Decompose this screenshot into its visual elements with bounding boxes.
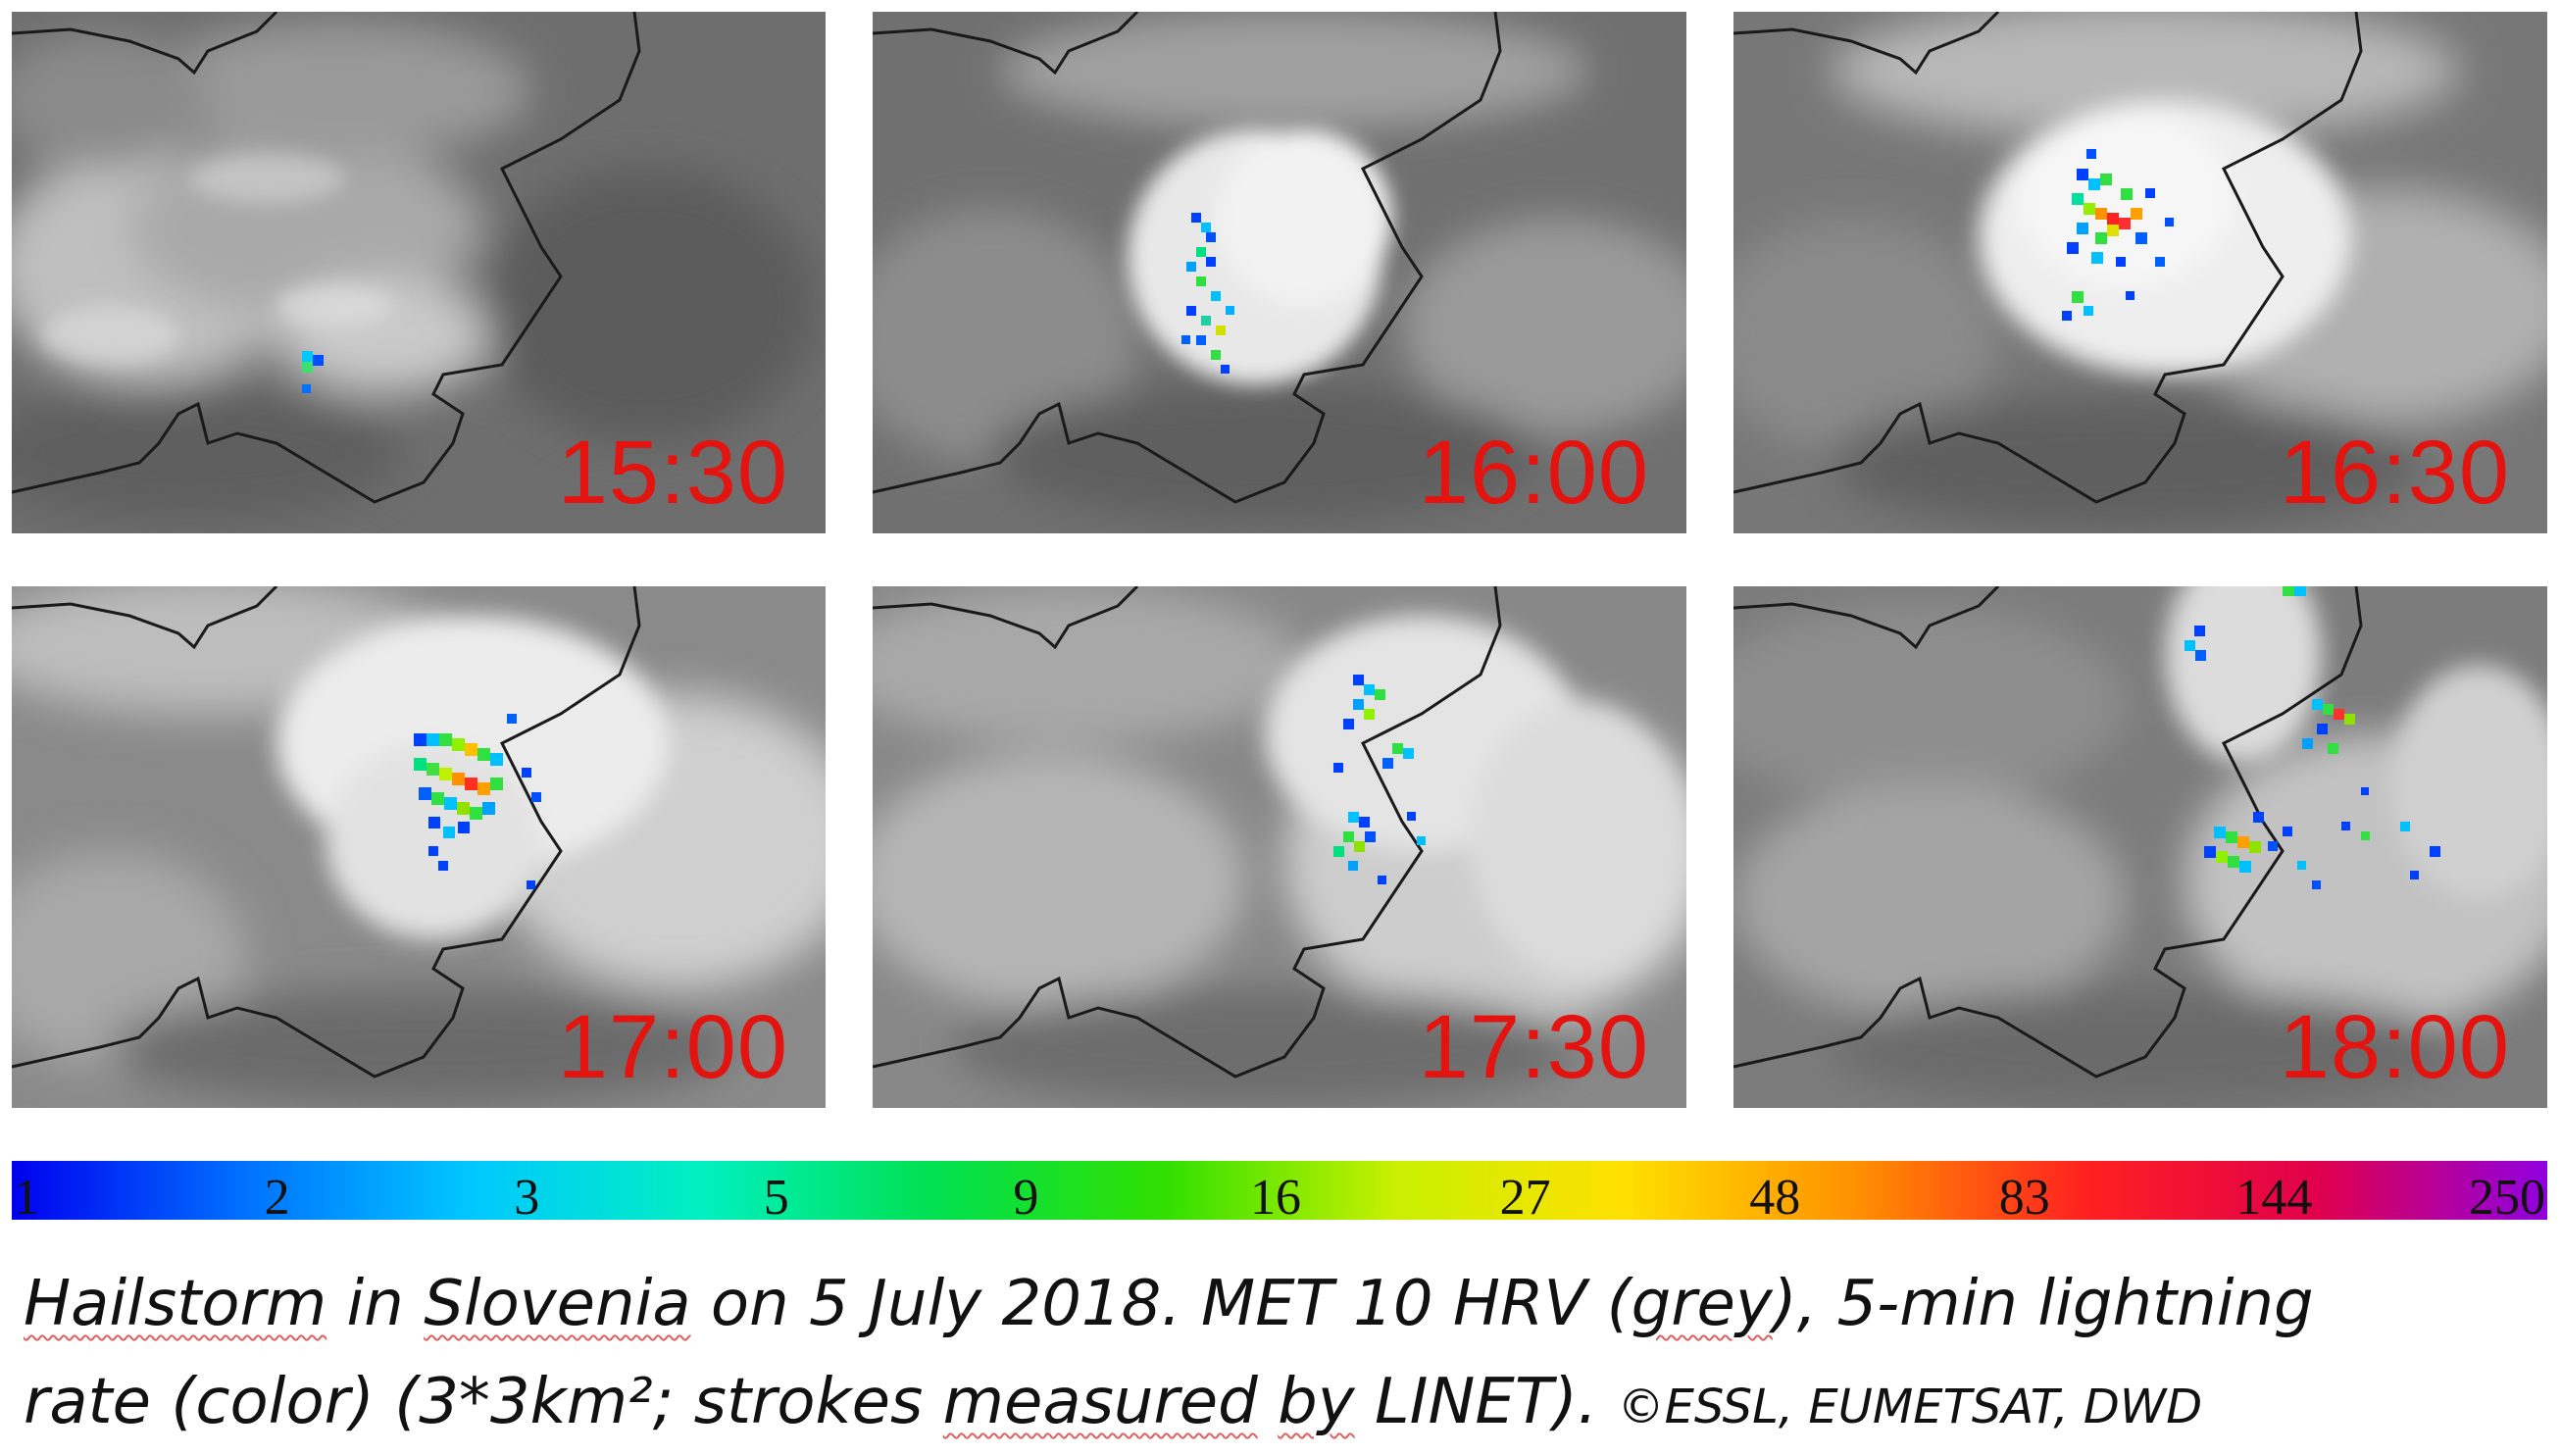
satellite-panel-1530: 15:30 bbox=[12, 12, 826, 533]
caption-word: by bbox=[1278, 1366, 1355, 1438]
caption-text: in bbox=[326, 1268, 425, 1340]
colorbar-tick-label: 144 bbox=[2235, 1170, 2313, 1226]
caption-line-1: Hailstorm in Slovenia on 5 July 2018. ME… bbox=[24, 1255, 2543, 1353]
caption-line-2: rate (color) (3*3km²; strokes measured b… bbox=[24, 1353, 2543, 1456]
colorbar-tick-label: 16 bbox=[1250, 1170, 1301, 1226]
time-label: 16:30 bbox=[2279, 423, 2510, 523]
satellite-panel-1730: 17:30 bbox=[873, 586, 1686, 1108]
figure-caption: Hailstorm in Slovenia on 5 July 2018. ME… bbox=[24, 1255, 2543, 1456]
colorbar-tick-label: 83 bbox=[1998, 1170, 2050, 1226]
satellite-panel-1630: 16:30 bbox=[1733, 12, 2547, 533]
caption-text: ), 5-min lightning bbox=[1772, 1268, 2314, 1340]
colorbar-tick-label: 48 bbox=[1749, 1170, 1801, 1226]
colorbar-tick-label: 1 bbox=[14, 1170, 39, 1226]
time-label: 15:30 bbox=[557, 423, 788, 523]
lightning-rate-colorbar bbox=[12, 1161, 2547, 1220]
satellite-image-1630 bbox=[1733, 12, 2547, 533]
colorbar-tick-label: 5 bbox=[763, 1170, 789, 1226]
satellite-image-1600 bbox=[873, 12, 1686, 533]
caption-text bbox=[1258, 1366, 1278, 1438]
caption-word: measured bbox=[942, 1366, 1258, 1438]
time-label: 17:30 bbox=[1418, 997, 1649, 1097]
colorbar-tick-label: 3 bbox=[514, 1170, 540, 1226]
caption-text: on 5 July 2018. MET 10 HRV ( bbox=[690, 1268, 1632, 1340]
satellite-panel-1600: 16:00 bbox=[873, 12, 1686, 533]
satellite-panel-1800: 18:00 bbox=[1733, 586, 2547, 1108]
satellite-image-1800 bbox=[1733, 586, 2547, 1108]
time-label: 16:00 bbox=[1418, 423, 1649, 523]
caption-credit: ©ESSL, EUMETSAT, DWD bbox=[1617, 1380, 2203, 1434]
satellite-image-1730 bbox=[873, 586, 1686, 1108]
caption-text: rate (color) (3*3km²; strokes bbox=[24, 1366, 943, 1438]
caption-word: Slovenia bbox=[424, 1268, 691, 1340]
colorbar-tick-label: 250 bbox=[2469, 1170, 2545, 1226]
caption-text: LINET). bbox=[1354, 1366, 1618, 1438]
satellite-image-1530 bbox=[12, 12, 826, 533]
time-label: 17:00 bbox=[557, 997, 788, 1097]
colorbar-tick-label: 27 bbox=[1499, 1170, 1551, 1226]
colorbar-tick-label: 9 bbox=[1013, 1170, 1039, 1226]
time-label: 18:00 bbox=[2279, 997, 2510, 1097]
caption-word: grey bbox=[1631, 1268, 1773, 1340]
satellite-panel-1700: 17:00 bbox=[12, 586, 826, 1108]
caption-word: Hailstorm bbox=[24, 1268, 327, 1340]
satellite-image-1700 bbox=[12, 586, 826, 1108]
colorbar-tick-label: 2 bbox=[264, 1170, 290, 1226]
colorbar-tick-labels: 1 2 3 5 9 16 27 48 83 144 250 bbox=[12, 1167, 2547, 1230]
